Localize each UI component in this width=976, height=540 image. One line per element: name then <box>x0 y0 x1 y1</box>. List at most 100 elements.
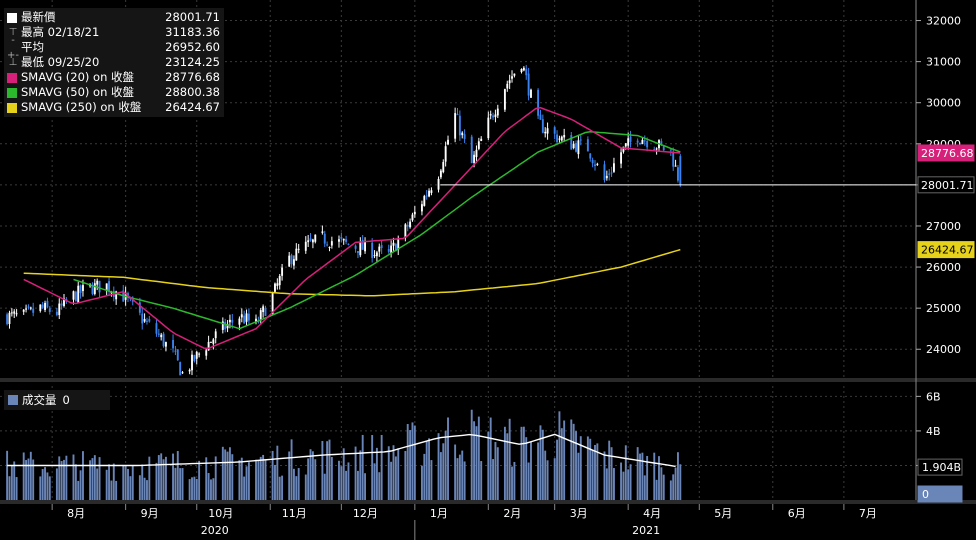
legend-avg: -+- 平均 26952.60 <box>4 35 224 61</box>
candle-body <box>22 309 25 312</box>
volume-bar <box>541 429 544 500</box>
candle-body <box>48 308 51 312</box>
legend-avg-label: 平均 <box>21 40 44 54</box>
volume-legend-value: 0 <box>62 393 70 407</box>
volume-bar <box>570 419 573 500</box>
candle-body <box>375 252 378 257</box>
candle-body <box>255 318 257 322</box>
candle-body <box>525 68 528 76</box>
volume-bar <box>290 439 293 500</box>
candle-body <box>93 283 96 294</box>
volume-tag-bg <box>917 485 963 503</box>
volume-bar <box>323 473 326 500</box>
legend-low-label: 最低 09/25/20 <box>21 55 100 69</box>
candle-body <box>188 369 191 372</box>
volume-bar <box>375 447 378 500</box>
candle-body <box>226 324 229 329</box>
candle-body <box>338 239 340 242</box>
volume-bar <box>93 455 96 500</box>
volume-bar <box>641 452 644 500</box>
month-label: 4月 <box>643 507 661 520</box>
candle-body <box>577 140 580 155</box>
volume-bar <box>447 417 449 500</box>
candle-body <box>423 196 426 206</box>
candle-body <box>361 239 364 250</box>
candle-body <box>15 313 18 315</box>
volume-bar <box>506 433 509 500</box>
candle-body <box>290 255 293 265</box>
month-label: 12月 <box>353 507 378 520</box>
legend-sma20-label: SMAVG (20) on 收盤 <box>21 70 135 84</box>
candle-body <box>176 349 179 361</box>
volume-bar <box>143 477 146 500</box>
candle-body <box>603 164 606 181</box>
volume-bar <box>41 469 44 500</box>
candle-body <box>245 313 248 322</box>
volume-bar <box>96 468 99 500</box>
volume-bar <box>160 453 163 500</box>
candle-body <box>454 113 457 139</box>
price-tick-label: 25000 <box>926 302 961 315</box>
candle-body <box>108 281 110 292</box>
volume-bar <box>409 430 412 500</box>
candle-body <box>508 80 511 84</box>
volume-bar <box>525 437 528 500</box>
candle-body <box>195 351 198 359</box>
candle-body <box>314 234 317 242</box>
volume-bar <box>496 447 499 500</box>
volume-bar <box>295 476 298 500</box>
candle-body <box>138 302 141 313</box>
volume-bar <box>326 441 329 500</box>
candle-body <box>271 292 274 314</box>
candle-body <box>406 224 409 227</box>
volume-bar <box>586 436 589 500</box>
volume-bar <box>176 451 179 500</box>
volume-bar <box>608 440 611 500</box>
legend-last-value: 28001.71 <box>165 10 220 24</box>
candle-body <box>594 164 596 166</box>
volume-bar <box>129 476 132 500</box>
month-label: 9月 <box>141 507 159 520</box>
volume-bar <box>255 459 257 500</box>
volume-bar <box>560 428 563 500</box>
sma250-line <box>23 248 681 297</box>
volume-bar <box>13 461 16 500</box>
candle-body <box>570 135 573 150</box>
candle-body <box>624 143 627 147</box>
candle-body <box>44 302 46 310</box>
candle-body <box>359 241 362 256</box>
volume-bar <box>181 468 184 500</box>
candle-body <box>620 152 623 164</box>
volume-bar <box>340 466 343 500</box>
candle-body <box>544 131 547 134</box>
volume-bar <box>494 442 497 500</box>
candle-body <box>160 334 163 338</box>
volume-bar <box>271 450 274 500</box>
volume-bar <box>677 452 679 500</box>
volume-bar <box>527 462 530 500</box>
volume-bar <box>46 472 49 500</box>
candle-body <box>27 306 30 308</box>
legend-sma250: SMAVG (250) on 收盤 26424.67 <box>4 100 224 115</box>
volume-ma-line <box>7 433 676 468</box>
volume-bar <box>304 474 307 500</box>
price-tag-bg <box>917 241 975 259</box>
price-tag-bg <box>917 144 975 162</box>
candle-body <box>141 313 144 324</box>
volume-bar <box>558 411 561 500</box>
candle-body <box>672 152 675 167</box>
volume-bar <box>489 417 492 500</box>
candle-body <box>157 333 160 335</box>
candle-body <box>41 304 44 308</box>
volume-bar <box>437 433 440 500</box>
legend-high-label: 最高 02/18/21 <box>21 25 100 39</box>
month-label: 3月 <box>570 507 588 520</box>
candle-body <box>321 231 324 233</box>
volume-bar <box>179 468 182 500</box>
volume-bar <box>48 476 51 500</box>
volume-bar <box>338 460 340 500</box>
volume-bar <box>157 455 160 500</box>
volume-bar <box>191 477 193 500</box>
candle-body <box>563 135 566 138</box>
price-tick-label: 24000 <box>926 343 961 356</box>
